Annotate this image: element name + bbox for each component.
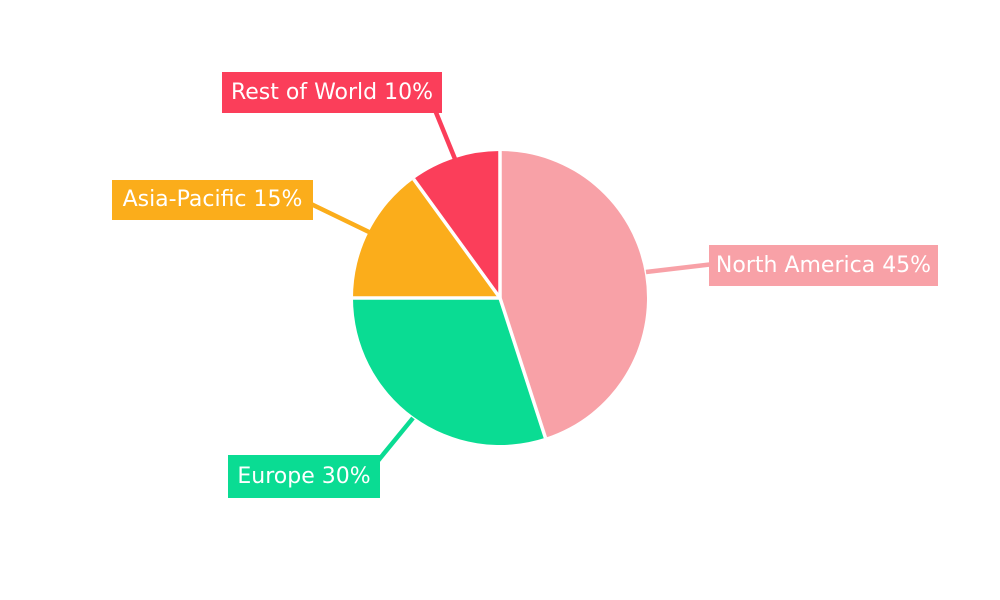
pie-label-north-america: North America 45% xyxy=(709,245,938,286)
pie-label-rest-of-world: Rest of World 10% xyxy=(222,72,442,113)
leader-line-europe xyxy=(375,416,415,464)
slice-separator xyxy=(498,297,548,439)
pie-slice-asia-pacific xyxy=(353,179,500,298)
leader-line-rest-of-world xyxy=(432,109,458,160)
pie-slice-europe xyxy=(353,298,546,445)
leader-line-north-america xyxy=(645,261,715,275)
leader-line-asia-pacific xyxy=(308,200,370,235)
slice-separator xyxy=(412,178,502,300)
pie-label-europe: Europe 30% xyxy=(228,455,380,498)
pie-label-asia-pacific: Asia-Pacific 15% xyxy=(112,180,313,220)
pie-slice-rest-of-world xyxy=(413,151,500,298)
pie-slice-north-america xyxy=(500,151,647,438)
